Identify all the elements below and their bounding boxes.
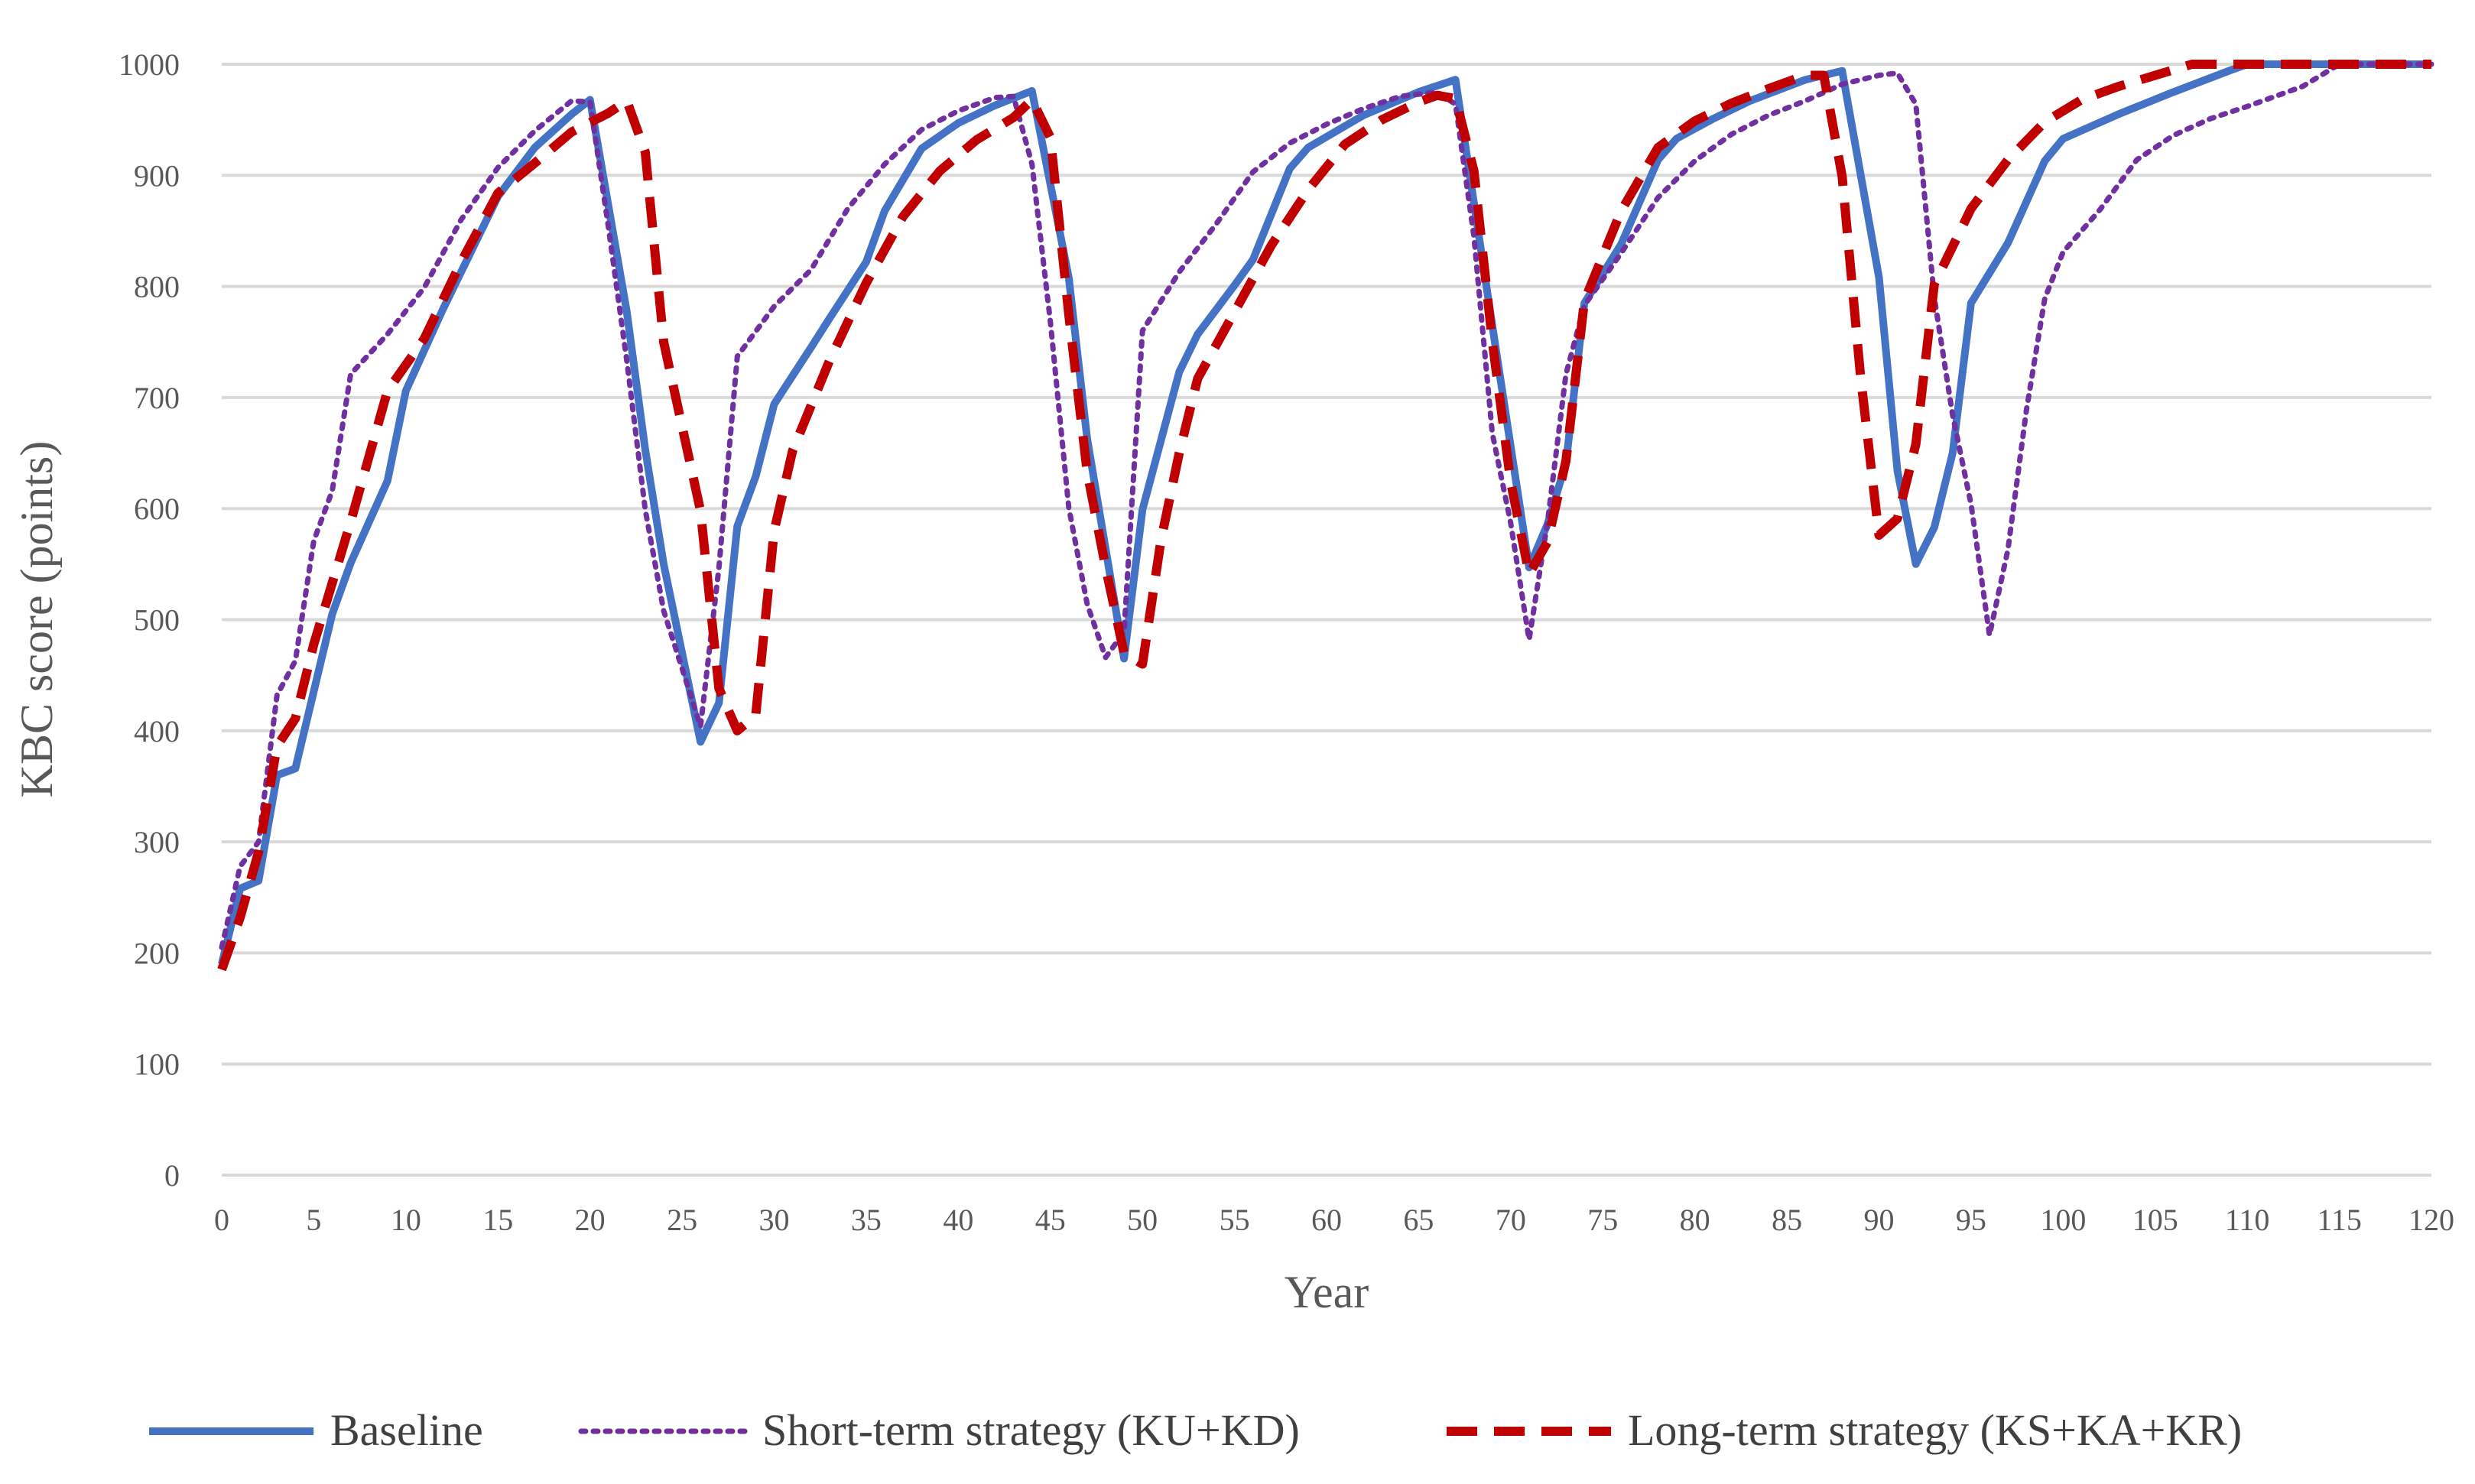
x-tick-label: 70 — [1496, 1203, 1526, 1237]
x-tick-label: 95 — [1956, 1203, 1986, 1237]
legend-label-3: Long-term strategy (KS+KA+KR) — [1628, 1405, 2242, 1455]
y-tick-label: 800 — [134, 270, 180, 304]
x-tick-label: 0 — [214, 1203, 229, 1237]
x-tick-label: 10 — [391, 1203, 421, 1237]
x-tick-label: 30 — [759, 1203, 790, 1237]
y-tick-label: 400 — [134, 714, 180, 748]
x-tick-label: 25 — [667, 1203, 697, 1237]
x-tick-label: 75 — [1587, 1203, 1618, 1237]
legend-label-2: Short-term strategy (KU+KD) — [762, 1405, 1300, 1455]
x-tick-label: 120 — [2408, 1203, 2454, 1237]
x-tick-label: 35 — [851, 1203, 882, 1237]
x-tick-label: 15 — [482, 1203, 513, 1237]
y-axis-title: KBC score (points) — [11, 441, 62, 798]
y-tick-label: 100 — [134, 1047, 180, 1082]
y-tick-label: 600 — [134, 492, 180, 526]
y-tick-label: 300 — [134, 825, 180, 859]
x-tick-label: 55 — [1220, 1203, 1250, 1237]
y-tick-label: 1000 — [119, 47, 180, 82]
x-tick-label: 60 — [1311, 1203, 1342, 1237]
series-line-1 — [218, 60, 2431, 966]
x-tick-label: 20 — [575, 1203, 606, 1237]
x-tick-label: 45 — [1035, 1203, 1066, 1237]
gridlines — [222, 63, 2431, 1177]
x-tick-label: 115 — [2317, 1203, 2362, 1237]
x-tick-label: 105 — [2132, 1203, 2178, 1237]
x-tick-label: 90 — [1864, 1203, 1895, 1237]
y-axis-ticks: 0 100 200 300 400 500 600 700 800 900 1000 — [119, 47, 180, 1193]
x-tick-label: 85 — [1772, 1203, 1802, 1237]
x-tick-label: 5 — [306, 1203, 321, 1237]
legend: Baseline Short-term strategy (KU+KD) Long-… — [149, 1405, 2242, 1455]
series-lines — [217, 60, 2434, 972]
x-tick-label: 110 — [2225, 1203, 2270, 1237]
series-line-2 — [219, 61, 2434, 950]
legend-label-1: Baseline — [330, 1405, 483, 1455]
y-tick-label: 900 — [134, 158, 180, 193]
x-tick-label: 65 — [1403, 1203, 1434, 1237]
x-tick-label: 80 — [1680, 1203, 1710, 1237]
y-tick-label: 200 — [134, 936, 180, 970]
x-axis-title: Year — [1285, 1267, 1369, 1317]
x-tick-label: 40 — [943, 1203, 973, 1237]
x-tick-label: 100 — [2040, 1203, 2086, 1237]
y-tick-label: 700 — [134, 381, 180, 415]
y-tick-label: 500 — [134, 603, 180, 638]
series-line-3 — [217, 60, 2431, 972]
x-axis-ticks: 0 5 10 15 20 25 30 35 40 45 50 55 60 65 70 75 80 85 90 95 10… — [214, 1203, 2454, 1237]
y-tick-label: 0 — [164, 1158, 180, 1193]
x-tick-label: 50 — [1127, 1203, 1158, 1237]
